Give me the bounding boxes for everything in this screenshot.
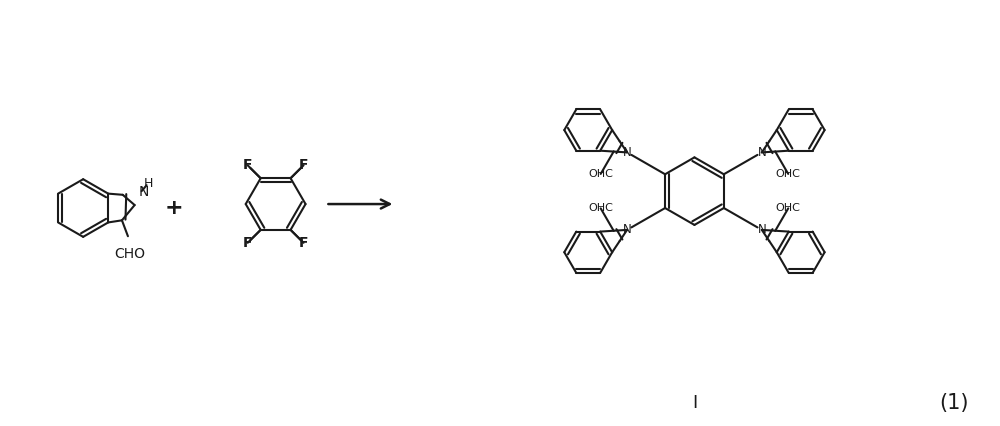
Text: OHC: OHC xyxy=(776,203,801,213)
Text: I: I xyxy=(692,394,697,412)
Text: N: N xyxy=(757,223,766,236)
Text: (1): (1) xyxy=(939,393,968,413)
Text: H: H xyxy=(144,177,153,190)
Text: OHC: OHC xyxy=(588,203,613,213)
Text: F: F xyxy=(243,158,252,173)
Text: +: + xyxy=(165,198,183,218)
Text: OHC: OHC xyxy=(776,169,801,179)
Text: F: F xyxy=(299,158,308,173)
Text: N: N xyxy=(757,146,766,159)
Text: N: N xyxy=(623,146,631,159)
Text: N: N xyxy=(139,185,149,199)
Text: F: F xyxy=(299,236,308,250)
Text: CHO: CHO xyxy=(114,247,145,261)
Text: F: F xyxy=(243,236,252,250)
Text: OHC: OHC xyxy=(588,169,613,179)
Text: N: N xyxy=(623,223,631,236)
